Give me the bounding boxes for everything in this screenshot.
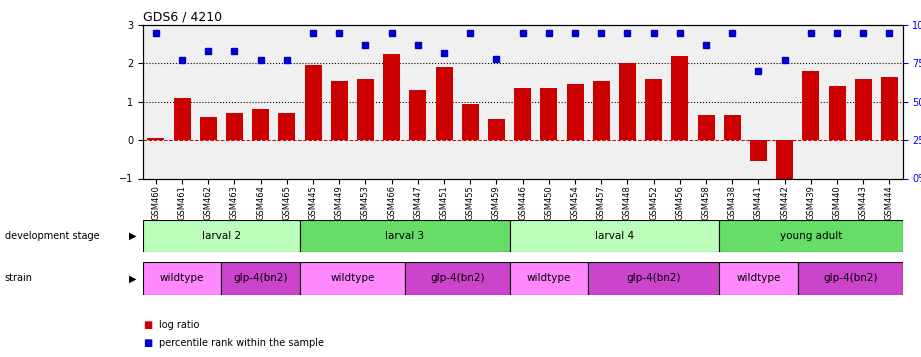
Bar [566,85,584,140]
Text: glp-4(bn2): glp-4(bn2) [233,273,288,283]
Bar [750,140,767,161]
Bar [541,88,557,140]
Text: ▶: ▶ [129,231,136,241]
Bar [488,119,505,140]
Bar [200,117,216,140]
Bar [226,113,243,140]
Bar [509,262,589,295]
Bar [798,262,903,295]
Bar [719,220,903,252]
Text: young adult: young adult [780,231,842,241]
Text: ■: ■ [143,320,152,330]
Bar [509,220,719,252]
Bar [697,115,715,140]
Bar [514,88,531,140]
Bar [331,81,348,140]
Bar [436,67,452,140]
Bar [776,140,793,180]
Text: wildtype: wildtype [330,273,375,283]
Bar [143,262,221,295]
Text: glp-4(bn2): glp-4(bn2) [626,273,681,283]
Bar [143,220,300,252]
Bar [855,79,872,140]
Bar [404,262,509,295]
Bar [671,56,688,140]
Text: GDS6 / 4210: GDS6 / 4210 [143,11,222,24]
Bar [461,104,479,140]
Bar [173,98,191,140]
Bar [719,262,798,295]
Text: larval 3: larval 3 [385,231,425,241]
Bar [829,86,845,140]
Bar [593,81,610,140]
Text: ▶: ▶ [129,273,136,283]
Text: glp-4(bn2): glp-4(bn2) [823,273,878,283]
Bar [357,79,374,140]
Text: larval 4: larval 4 [595,231,634,241]
Bar [278,113,296,140]
Text: wildtype: wildtype [527,273,571,283]
Text: wildtype: wildtype [160,273,204,283]
Text: ■: ■ [143,338,152,348]
Bar [221,262,300,295]
Text: percentile rank within the sample: percentile rank within the sample [159,338,324,348]
Bar [409,90,426,140]
Text: log ratio: log ratio [159,320,200,330]
Bar [383,54,401,140]
Text: wildtype: wildtype [736,273,781,283]
Bar [252,109,269,140]
Text: development stage: development stage [5,231,99,241]
Text: glp-4(bn2): glp-4(bn2) [430,273,484,283]
Bar [724,115,740,140]
Bar [300,220,509,252]
Bar [645,79,662,140]
Text: strain: strain [5,273,32,283]
Bar [881,77,898,140]
Bar [802,71,820,140]
Bar [619,64,636,140]
Bar [300,262,404,295]
Bar [305,65,321,140]
Bar [147,138,164,140]
Bar [589,262,719,295]
Text: larval 2: larval 2 [202,231,241,241]
